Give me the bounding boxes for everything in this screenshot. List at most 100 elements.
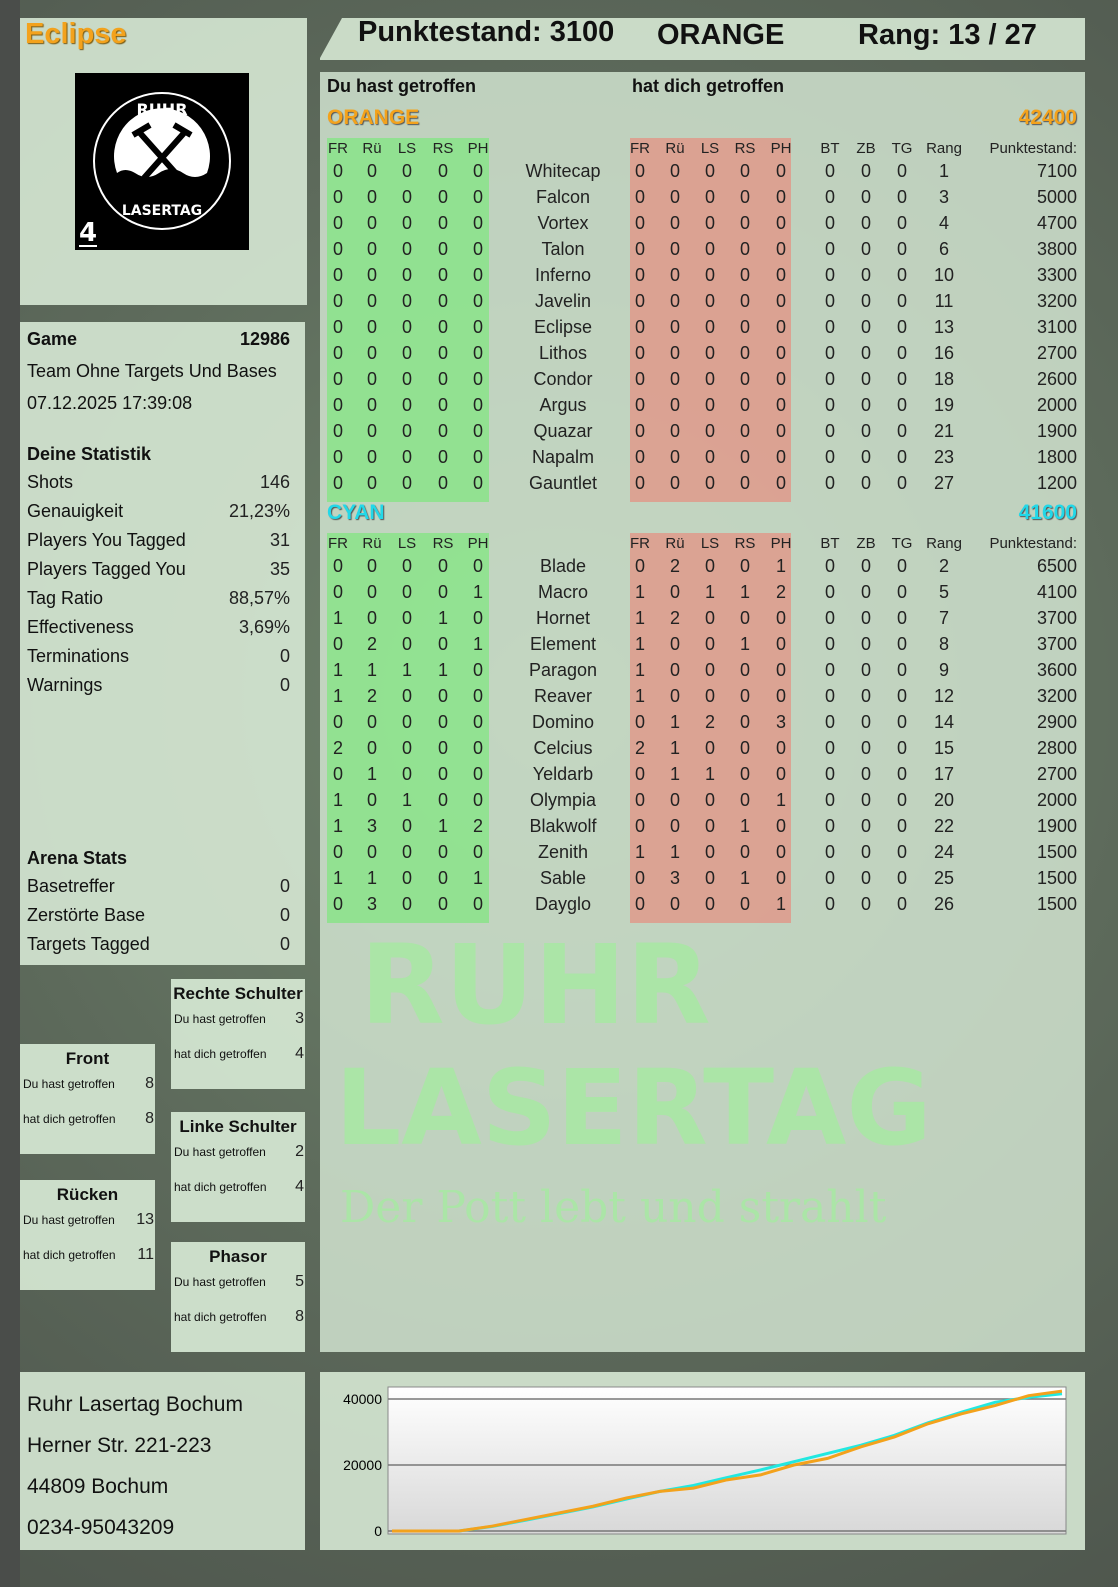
col-header: RS: [432, 140, 454, 157]
hit-you-value: 0: [669, 473, 681, 493]
you-hit-value: 0: [472, 265, 484, 285]
player-rank: 21: [933, 421, 955, 441]
you-hit-value: 0: [366, 556, 378, 576]
hit-you-value: 0: [669, 816, 681, 836]
you-hit-value: 0: [401, 369, 413, 389]
extra-value: 0: [860, 582, 872, 602]
extra-value: 0: [896, 634, 908, 654]
hit-you-value: 0: [775, 608, 787, 628]
extra-value: 0: [860, 790, 872, 810]
player-rank: 15: [933, 738, 955, 758]
you-hit-value: 0: [472, 686, 484, 706]
series-line-orange: [392, 1389, 1063, 1533]
extra-value: 0: [896, 816, 908, 836]
you-hit-value: 0: [332, 764, 344, 784]
player-score: 6500: [1036, 556, 1077, 576]
zone-you-hit-value: 13: [136, 1211, 154, 1228]
col-header: FR: [630, 140, 650, 157]
you-hit-value: 1: [366, 660, 378, 680]
hit-you-value: 0: [775, 421, 787, 441]
extra-value: 0: [860, 187, 872, 207]
player-name: Domino: [531, 712, 595, 732]
hit-you-value: 0: [634, 868, 646, 888]
hit-you-value: 0: [775, 239, 787, 259]
you-hit-value: 0: [472, 842, 484, 862]
you-hit-bg: [327, 138, 489, 502]
you-hit-value: 2: [332, 738, 344, 758]
hit-you-value: 1: [634, 582, 646, 602]
extra-value: 0: [824, 395, 836, 415]
extra-value: 0: [860, 473, 872, 493]
extra-value: 0: [824, 660, 836, 680]
team-score: 41600: [1018, 501, 1077, 524]
you-hit-value: 0: [366, 395, 378, 415]
player-name: Gauntlet: [528, 473, 598, 493]
hit-you-value: 0: [669, 187, 681, 207]
extra-value: 0: [896, 712, 908, 732]
hit-you-value: 0: [704, 660, 716, 680]
hit-you-value: 0: [704, 265, 716, 285]
hit-you-value: 0: [775, 213, 787, 233]
you-hit-value: 0: [401, 608, 413, 628]
you-hit-value: 1: [437, 608, 449, 628]
arena-value: 0: [279, 905, 290, 925]
hit-you-bg: [630, 138, 791, 502]
you-hit-value: 0: [472, 421, 484, 441]
you-hit-bg: [327, 533, 489, 923]
hit-you-value: 0: [669, 369, 681, 389]
zone-box: [20, 1044, 155, 1154]
col-header: LS: [700, 535, 720, 552]
you-hit-value: 0: [472, 187, 484, 207]
player-name: Quazar: [533, 421, 593, 441]
player-name: Element: [529, 634, 597, 654]
extra-value: 0: [896, 395, 908, 415]
hit-you-value: 0: [634, 161, 646, 181]
you-hit-value: 0: [366, 187, 378, 207]
you-hit-value: 0: [332, 634, 344, 654]
arena-value: 0: [279, 934, 290, 954]
extra-value: 0: [860, 894, 872, 914]
extra-value: 0: [860, 265, 872, 285]
player-rank: 26: [933, 894, 955, 914]
svg-text:RUHR: RUHR: [136, 100, 187, 119]
you-hit-value: 0: [366, 738, 378, 758]
hit-you-value: 0: [669, 582, 681, 602]
you-hit-value: 0: [472, 161, 484, 181]
stat-value: 31: [269, 530, 290, 550]
you-hit-value: 0: [472, 447, 484, 467]
hit-you-value: 0: [704, 556, 716, 576]
you-hit-value: 0: [437, 473, 449, 493]
hit-you-value: 0: [775, 317, 787, 337]
hit-you-value: 0: [669, 894, 681, 914]
zone-you-hit-label: Du hast getroffen: [174, 1275, 266, 1289]
stat-value: 0: [279, 646, 290, 666]
venue-street: Herner Str. 221-223: [27, 1434, 212, 1457]
you-hit-value: 0: [332, 712, 344, 732]
extra-value: 0: [896, 894, 908, 914]
zone-hit-you-label: hat dich getroffen: [23, 1112, 116, 1126]
hit-you-value: 1: [739, 868, 751, 888]
col-header: FR: [630, 535, 650, 552]
you-hit-value: 0: [366, 473, 378, 493]
col-header: Rü: [362, 140, 382, 157]
hit-you-value: 0: [739, 239, 751, 259]
you-hit-value: 0: [437, 842, 449, 862]
hit-you-value: 0: [739, 738, 751, 758]
venue-phone: 0234-95043209: [27, 1516, 175, 1539]
team-score: 42400: [1018, 106, 1077, 129]
player-score: 2600: [1036, 369, 1077, 389]
col-header: FR: [328, 140, 348, 157]
hit-you-value: 0: [634, 712, 646, 732]
arena-value: 0: [279, 876, 290, 896]
svg-text:LASERTAG: LASERTAG: [122, 203, 202, 219]
extra-value: 0: [824, 842, 836, 862]
hit-you-value: 2: [634, 738, 646, 758]
hit-you-value: 1: [775, 556, 787, 576]
extra-value: 0: [896, 842, 908, 862]
player-rank: 22: [933, 816, 955, 836]
hit-you-value: 0: [704, 634, 716, 654]
player-rank: 8: [938, 634, 950, 654]
hit-you-value: 1: [704, 582, 716, 602]
extra-value: 0: [860, 660, 872, 680]
extra-value: 0: [860, 842, 872, 862]
